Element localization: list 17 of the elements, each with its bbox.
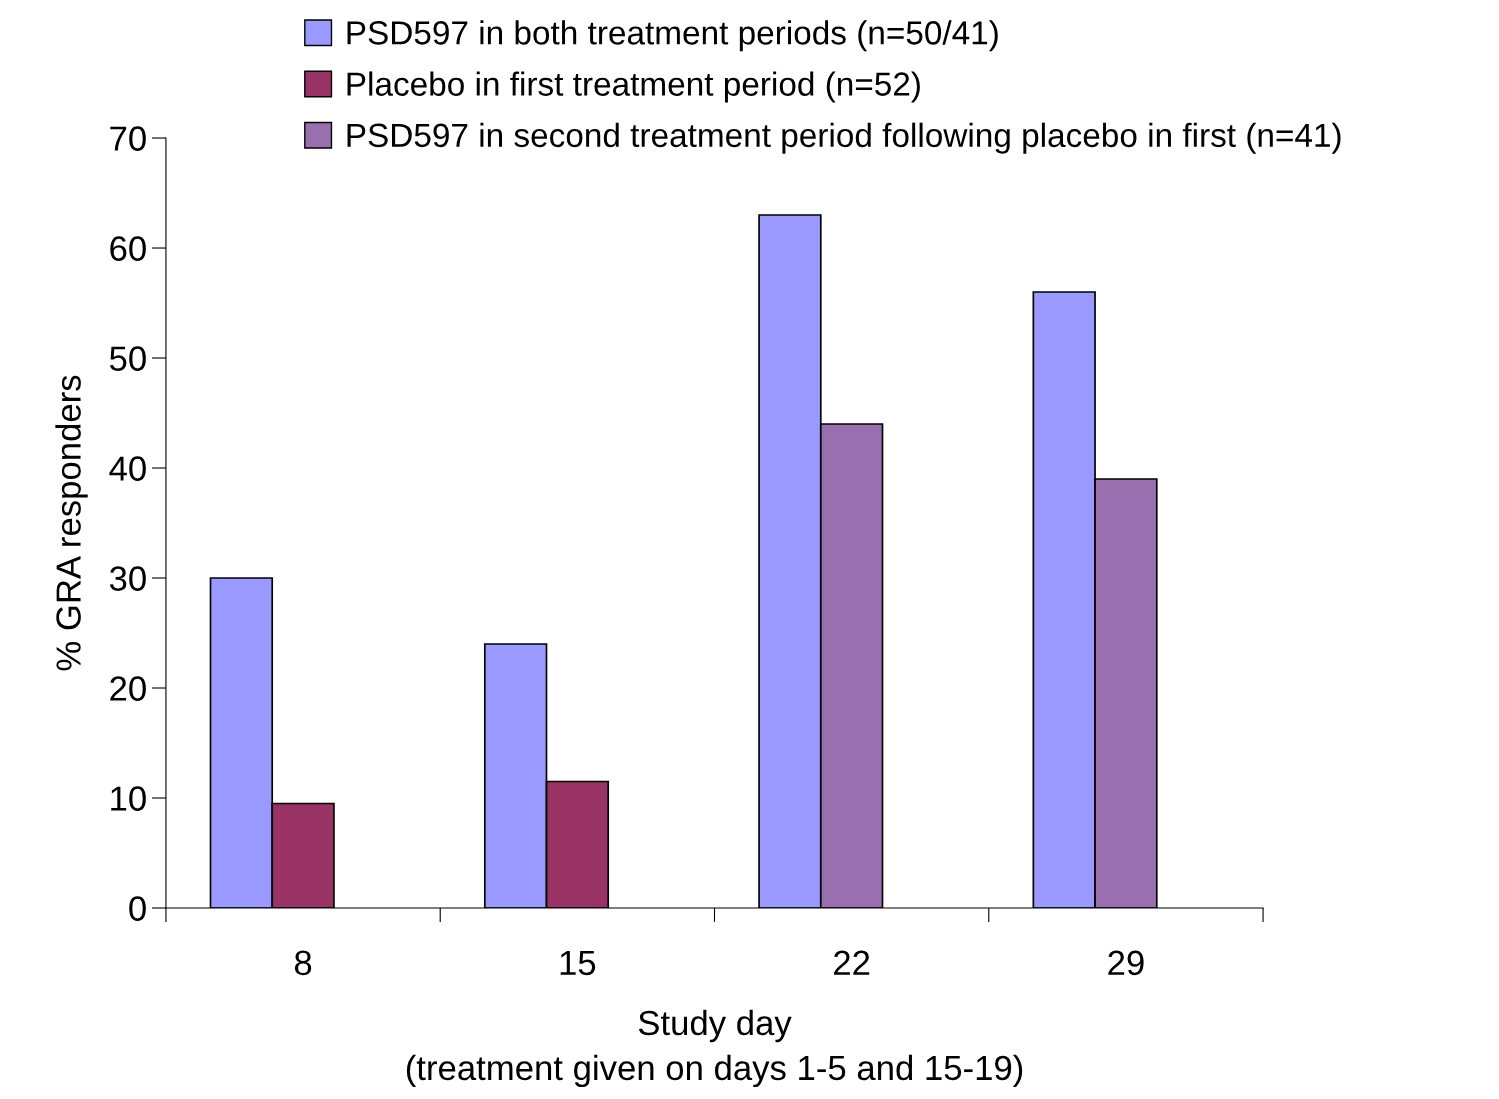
y-tick-label: 70 xyxy=(110,126,146,151)
y-tick-label: 0 xyxy=(129,896,146,921)
y-tick-label: 50 xyxy=(109,346,146,371)
y-tick-label: 10 xyxy=(111,786,146,811)
x-tick-label: 29 xyxy=(1108,950,1144,976)
x-tick-label: 22 xyxy=(834,950,870,975)
legend-label: PSD597 in both treatment periods (n=50/41) xyxy=(347,20,998,52)
x-tick-label: 8 xyxy=(294,950,312,976)
y-tick-label: 60 xyxy=(110,236,146,261)
x-axis-title: Study day (treatment given on days 1-5 and 15-19) xyxy=(406,1009,1023,1088)
legend-label: PSD597 in second treatment period following placebo in first (n=41) xyxy=(347,122,1341,154)
y-axis-title: % GRA responders xyxy=(55,375,88,671)
y-tick-label: 30 xyxy=(109,566,146,591)
legend-label: Placebo in first treatment period (n=52) xyxy=(347,71,920,103)
y-tick-label: 20 xyxy=(110,676,146,701)
x-tick-label: 15 xyxy=(560,950,596,976)
y-tick-label: 40 xyxy=(109,456,146,481)
